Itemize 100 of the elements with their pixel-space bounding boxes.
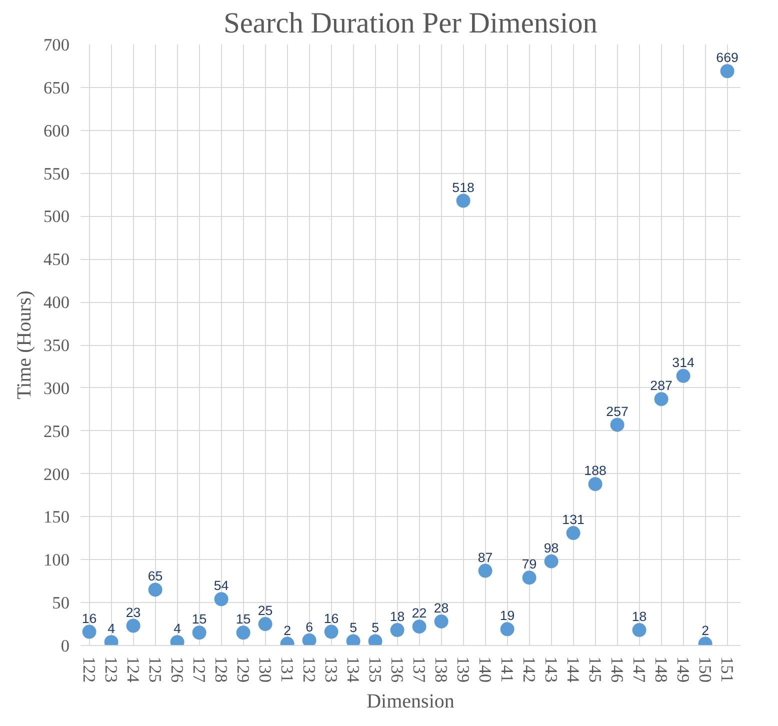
data-label: 188 xyxy=(584,463,606,478)
x-tick-label: 122 xyxy=(79,656,98,682)
point xyxy=(148,582,162,597)
x-axis-title: Dimension xyxy=(366,690,454,712)
y-axis-title: Time (Hours) xyxy=(14,290,36,400)
point xyxy=(632,623,646,638)
data-label: 98 xyxy=(544,540,559,556)
x-tick-label: 137 xyxy=(409,656,428,683)
data-label: 287 xyxy=(650,378,672,394)
point xyxy=(302,633,316,646)
y-tick-label: 100 xyxy=(44,550,70,570)
y-tick-label: 700 xyxy=(44,36,70,54)
y-tick-label: 450 xyxy=(44,250,70,270)
x-tick-label: 144 xyxy=(563,656,582,683)
data-label: 257 xyxy=(606,404,628,419)
x-tick-label: 146 xyxy=(607,656,626,683)
x-tick-label: 127 xyxy=(189,656,208,683)
point xyxy=(676,368,690,383)
point xyxy=(82,624,96,639)
data-label: 25 xyxy=(258,603,273,618)
point xyxy=(478,564,492,578)
y-tick-label: 200 xyxy=(44,464,70,484)
data-label: 6 xyxy=(306,619,314,634)
y-tick-label: 650 xyxy=(44,78,70,98)
point xyxy=(390,623,404,638)
x-tick-label: 132 xyxy=(299,656,318,682)
x-tick-label: 130 xyxy=(255,656,274,682)
data-label: 23 xyxy=(126,604,141,620)
data-label: 54 xyxy=(214,578,230,594)
point xyxy=(720,64,734,78)
data-label: 16 xyxy=(82,610,97,626)
x-tick-label: 151 xyxy=(717,656,736,682)
data-label: 65 xyxy=(148,568,163,584)
point xyxy=(522,570,536,585)
x-tick-label: 139 xyxy=(453,656,472,682)
x-tick-label: 125 xyxy=(145,656,164,682)
data-label: 22 xyxy=(412,606,427,621)
x-tick-label: 142 xyxy=(519,656,538,682)
data-label: 5 xyxy=(372,620,380,636)
x-tick-label: 141 xyxy=(497,656,516,682)
point xyxy=(324,624,338,639)
x-tick-label: 150 xyxy=(695,656,714,682)
x-tick-label: 133 xyxy=(321,656,340,682)
y-tick-label: 500 xyxy=(44,207,70,226)
point xyxy=(544,554,558,568)
y-tick-label: 550 xyxy=(44,164,70,184)
x-tick-label: 134 xyxy=(343,656,362,683)
point xyxy=(236,626,250,640)
point xyxy=(610,418,624,432)
data-label: 518 xyxy=(452,180,474,195)
data-label: 4 xyxy=(108,621,116,636)
data-label: 2 xyxy=(284,622,292,638)
x-tick-label: 131 xyxy=(277,656,296,682)
y-tick-label: 50 xyxy=(52,594,70,613)
y-tick-label: 600 xyxy=(44,121,70,140)
x-tick-label: 124 xyxy=(123,656,142,683)
point xyxy=(654,392,668,406)
point xyxy=(456,194,470,208)
x-tick-label: 129 xyxy=(233,656,252,682)
data-label: 18 xyxy=(390,609,405,624)
point xyxy=(126,618,140,633)
data-label: 4 xyxy=(174,621,182,636)
data-label: 79 xyxy=(522,556,537,572)
x-tick-label: 138 xyxy=(431,656,450,682)
data-label: 28 xyxy=(434,600,449,616)
data-label: 19 xyxy=(500,608,515,624)
y-tick-label: 250 xyxy=(44,422,70,441)
data-label: 18 xyxy=(632,609,647,624)
point xyxy=(500,622,514,636)
point xyxy=(434,614,448,628)
data-label: 15 xyxy=(236,612,251,627)
data-label: 15 xyxy=(192,612,207,627)
y-tick-label: 300 xyxy=(44,378,70,398)
x-tick-label: 126 xyxy=(167,656,186,683)
x-tick-label: 143 xyxy=(541,656,560,682)
point xyxy=(258,617,272,632)
x-tick-label: 136 xyxy=(387,656,406,683)
x-tick-label: 128 xyxy=(211,656,230,682)
y-tick-label: 400 xyxy=(44,293,70,312)
point xyxy=(566,526,580,540)
data-label: 16 xyxy=(324,610,339,626)
y-tick-label: 350 xyxy=(44,336,70,355)
x-tick-label: 149 xyxy=(673,656,692,682)
data-label: 131 xyxy=(562,512,584,528)
x-tick-label: 145 xyxy=(585,656,604,682)
y-tick-label: 150 xyxy=(44,508,70,527)
x-tick-label: 148 xyxy=(651,656,670,682)
x-tick-label: 140 xyxy=(475,656,494,682)
data-label: 87 xyxy=(478,550,493,565)
data-label: 669 xyxy=(716,50,738,66)
chart-title: Search Duration Per Dimension xyxy=(224,8,598,40)
point xyxy=(192,626,206,640)
x-tick-label: 147 xyxy=(629,656,648,683)
data-label: 5 xyxy=(350,620,358,636)
y-tick-label: 0 xyxy=(60,636,70,656)
x-tick-label: 123 xyxy=(101,656,120,682)
data-label: 2 xyxy=(702,622,710,638)
point xyxy=(412,620,426,634)
data-label: 314 xyxy=(672,354,696,370)
x-tick-label: 135 xyxy=(365,656,384,682)
